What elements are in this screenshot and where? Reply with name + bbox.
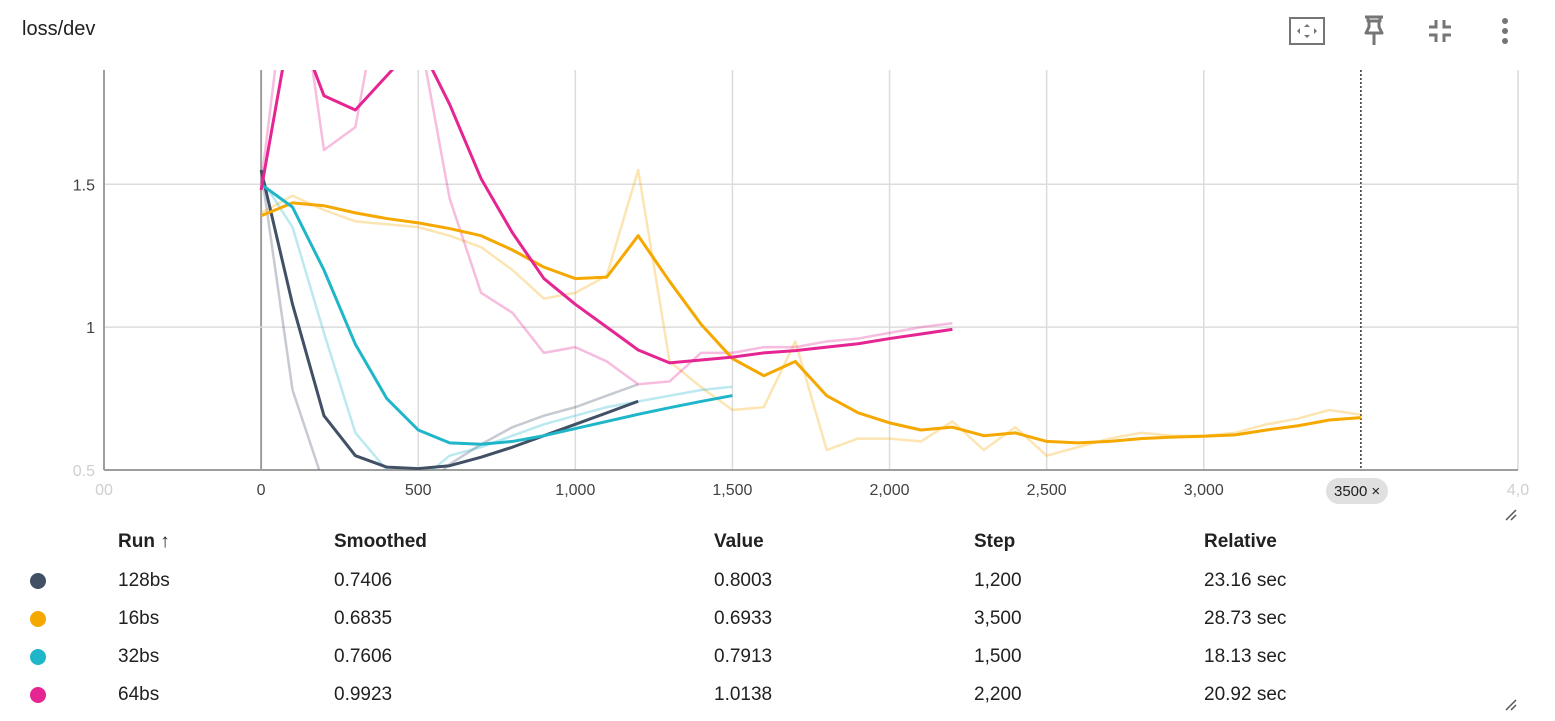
run-color-dot [30,573,46,589]
column-header-relative[interactable]: Relative [1204,531,1277,552]
x-tick-label: 2,000 [870,482,910,499]
step-cell: 1,200 [974,570,1022,591]
table-row[interactable]: 128bs 0.7406 0.8003 1,200 23.16 sec [0,562,1504,600]
step-cell: 3,500 [974,608,1022,629]
run-name-cell: 64bs [118,684,160,705]
run-name-cell: 128bs [118,570,170,591]
run-color-cell [0,562,118,600]
x-tick-label: 00 [95,482,113,499]
chart-title: loss/dev [22,18,96,40]
chart-grid [104,70,1519,470]
fit-domain-icon [1289,17,1325,45]
x-tick-label: 2,500 [1027,482,1067,499]
y-tick-label: 0.5 [73,463,95,480]
smoothed-cell: 0.7606 [334,646,393,667]
tick-labels: 0 500 1,000 1,500 2,000 2,500 3,000 4,0 00 1 1.5 0.… [73,177,1529,499]
relative-cell: 23.16 sec [1204,570,1287,591]
column-header-run[interactable]: Run ↑ [118,531,170,552]
collapse-icon [1429,20,1451,42]
series-smoothed-line [260,183,733,446]
fit-domain-button[interactable] [1287,12,1327,50]
more-options-button[interactable] [1485,12,1525,50]
resize-handle-icon[interactable] [1504,508,1518,522]
run-color-cell [0,676,118,714]
chart-series [259,70,1362,470]
close-icon[interactable]: × [1371,482,1381,500]
x-tick-label: 4,0 [1507,482,1529,499]
x-tick-label: 1,000 [555,482,595,499]
table-header-row: Run ↑ Smoothed Value Step Relative [0,522,1504,562]
run-name-cell: 32bs [118,646,160,667]
color-column-header [0,522,118,562]
more-vert-icon [1502,18,1508,44]
value-cell: 1.0138 [714,684,773,705]
value-cell: 0.6933 [714,608,773,629]
pin-icon [1364,15,1384,45]
run-color-cell [0,600,118,638]
runs-table: Run ↑ Smoothed Value Step Relative 128bs… [0,522,1504,714]
table-row[interactable]: 64bs 0.9923 1.0138 2,200 20.92 sec [0,676,1504,714]
run-color-dot [30,649,46,665]
series-smoothed-line [259,169,639,470]
table-row[interactable]: 32bs 0.7606 0.7913 1,500 18.13 sec [0,638,1504,676]
run-color-dot [30,687,46,703]
y-tick-label: 1 [86,320,95,337]
column-header-step[interactable]: Step [974,531,1016,552]
relative-cell: 28.73 sec [1204,608,1287,629]
run-color-dot [30,611,46,627]
step-cell: 2,200 [974,684,1022,705]
column-header-smoothed[interactable]: Smoothed [334,531,427,552]
x-tick-label: 500 [405,482,432,499]
smoothed-cell: 0.6835 [334,608,393,629]
value-cell: 0.8003 [714,570,773,591]
value-cell: 0.7913 [714,646,773,667]
step-chip-label: 3500 [1334,482,1368,500]
step-chip[interactable]: 3500 × [1326,478,1389,504]
step-cell: 1,500 [974,646,1022,667]
series-raw-line [259,169,639,470]
collapse-button[interactable] [1420,12,1460,50]
pin-button[interactable] [1354,12,1394,50]
x-tick-label: 3,000 [1184,482,1224,499]
relative-cell: 18.13 sec [1204,646,1287,667]
series-raw-line [259,70,953,386]
y-tick-label: 1.5 [73,177,95,194]
x-tick-label: 1,500 [712,482,752,499]
series-smoothed-line [260,201,1362,445]
smoothed-cell: 0.7406 [334,570,393,591]
resize-handle-icon[interactable] [1504,698,1518,712]
table-row[interactable]: 16bs 0.6835 0.6933 3,500 28.73 sec [0,600,1504,638]
series-raw-line [260,168,1362,457]
chart-axes [103,70,1518,471]
run-color-cell [0,638,118,676]
smoothed-cell: 0.9923 [334,684,393,705]
line-chart[interactable]: 0 500 1,000 1,500 2,000 2,500 3,000 4,0 00 1 1.5 0.… [0,60,1555,520]
relative-cell: 20.92 sec [1204,684,1287,705]
series-smoothed-line [259,70,953,365]
column-header-value[interactable]: Value [714,531,764,552]
x-tick-label: 0 [257,482,266,499]
run-name-cell: 16bs [118,608,160,629]
